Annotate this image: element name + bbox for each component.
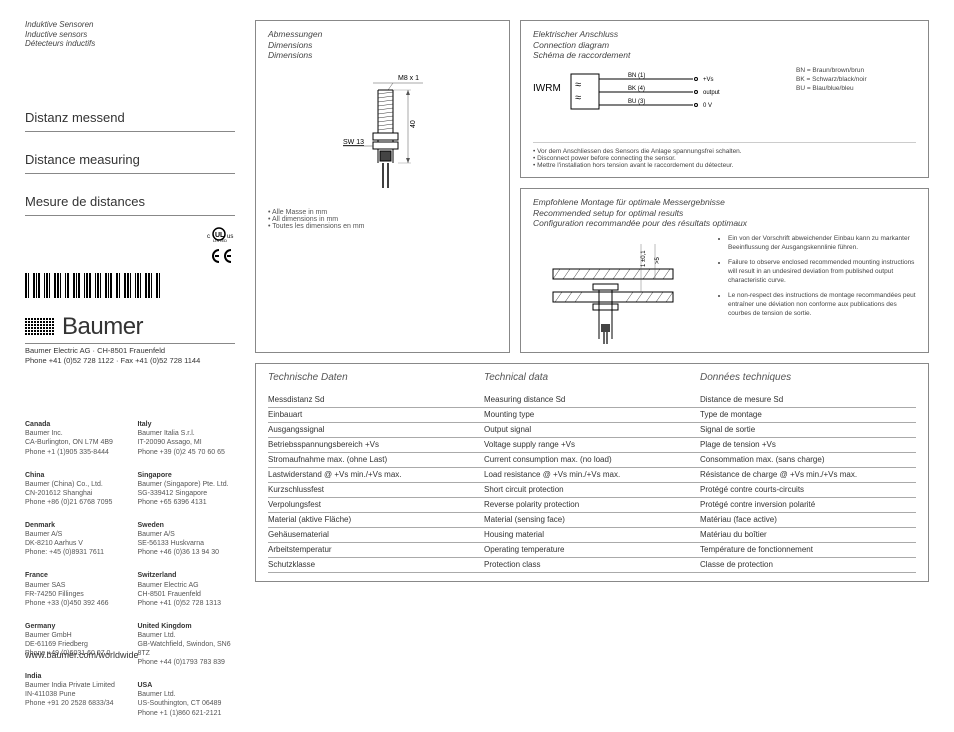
tech-row: KurzschlussfestShort circuit protectionP… [268,483,916,498]
mounting-panel: Empfohlene Montage für optimale Messerge… [520,188,929,353]
svg-text:SW 13: SW 13 [343,139,364,146]
dimension-notes: • Alle Masse in mm • All dimensions in m… [268,209,497,230]
brand-mark-icon [25,318,54,335]
product-category: Induktive Sensoren Inductive sensors Dét… [25,20,235,49]
tech-row: Lastwiderstand @ +Vs min./+Vs max.Load r… [268,468,916,483]
office-entry: USABaumer Ltd.US-Southington, CT 06489Ph… [138,681,236,717]
office-entry: FranceBaumer SASFR-74250 FillingesPhone … [25,571,123,607]
mounting-notes: Ein von der Vorschrift abweichender Einb… [718,234,916,344]
technical-data-headers: Technische Daten Technical data Données … [268,372,916,383]
tech-row: VerpolungsfestReverse polarity protectio… [268,498,916,513]
svg-text:output: output [703,90,720,96]
svg-text:0 V: 0 V [703,103,712,109]
title-fr: Mesure de distances [25,188,235,216]
title-de: Distanz messend [25,104,235,132]
company-address: Baumer Electric AG · CH-8501 Frauenfeld … [25,343,235,366]
svg-text:≈: ≈ [575,92,581,104]
office-entry: DenmarkBaumer A/SDK-8210 Aarhus VPhone: … [25,521,123,557]
offices-list: CanadaBaumer Inc.CA-Burlington, ON L7M 4… [25,420,235,731]
tech-row: ArbeitstemperaturOperating temperatureTe… [268,543,916,558]
office-entry: SwitzerlandBaumer Electric AGCH-8501 Fra… [138,571,236,607]
svg-text:≈: ≈ [575,79,581,91]
office-entry: ChinaBaumer (China) Co., Ltd.CN-201612 S… [25,471,123,507]
svg-text:>5: >5 [655,256,661,264]
technical-data-table: Messdistanz SdMeasuring distance SdDista… [268,393,916,573]
mounting-drawing: 1 ±0,1 >5 [533,234,703,344]
mounting-heading: Empfohlene Montage für optimale Messerge… [533,197,916,229]
connection-notes: • Vor dem Anschliessen des Sensors die A… [533,142,916,169]
svg-text:BK (4): BK (4) [628,86,645,92]
dimensions-panel: Abmessungen Dimensions Dimensions M8 x 1 [255,20,510,353]
technical-data-panel: Technische Daten Technical data Données … [255,363,929,582]
tech-row: SchutzklasseProtection classClasse de pr… [268,558,916,573]
tech-row: GehäusematerialHousing materialMatériau … [268,528,916,543]
tech-row: Betriebsspannungsbereich +VsVoltage supp… [268,438,916,453]
ul-mark-icon: cULusLISTED [207,226,235,244]
title-en: Distance measuring [25,146,235,174]
svg-text:us: us [227,234,233,240]
svg-text:LISTED: LISTED [213,238,227,242]
office-entry: ItalyBaumer Italia S.r.l.IT-20090 Assago… [138,420,236,456]
wire-legend: BN = Braun/brown/brun BK = Schwarz/black… [796,66,916,93]
svg-text:BN (1): BN (1) [628,73,645,79]
svg-text:BU (3): BU (3) [628,99,645,105]
tech-row: EinbauartMounting typeType de montage [268,408,916,423]
connection-panel: Elektrischer Anschluss Connection diagra… [520,20,929,178]
tech-row: AusgangssignalOutput signalSignal de sor… [268,423,916,438]
svg-text:+Vs: +Vs [703,77,714,83]
svg-text:c: c [207,234,210,240]
dimensions-heading: Abmessungen Dimensions Dimensions [268,29,497,61]
brand-name: Baumer [62,313,143,341]
office-entry: SwedenBaumer A/SSE-56133 HuskvarnaPhone … [138,521,236,557]
office-entry: SingaporeBaumer (Singapore) Pte. Ltd.SG-… [138,471,236,507]
connection-heading: Elektrischer Anschluss Connection diagra… [533,29,916,61]
website-url: www.baumer.com/worldwide [25,650,139,660]
thread-label: M8 x 1 [398,75,419,82]
tech-row: Material (aktive Fläche)Material (sensin… [268,513,916,528]
svg-text:IWRM: IWRM [533,83,561,94]
office-entry: United KingdomBaumer Ltd.GB-Watchfield, … [138,622,236,667]
certification-marks: cULusLISTED [25,226,235,268]
title-block: Distanz messend Distance measuring Mesur… [25,104,235,216]
office-entry: CanadaBaumer Inc.CA-Burlington, ON L7M 4… [25,420,123,456]
office-entry: IndiaBaumer India Private LimitedIN-4110… [25,672,123,708]
brand-logo: Baumer [25,313,235,341]
svg-text:1 ±0,1: 1 ±0,1 [641,249,647,266]
svg-text:40: 40 [410,120,417,128]
ce-mark-icon [211,248,235,268]
sensor-dimension-drawing: M8 x 1 [268,66,497,201]
tech-row: Stromaufnahme max. (ohne Last)Current co… [268,453,916,468]
tech-row: Messdistanz SdMeasuring distance SdDista… [268,393,916,408]
barcode [25,273,235,298]
connection-diagram: IWRM ≈ ≈ BN (1) +Vs [533,66,916,136]
